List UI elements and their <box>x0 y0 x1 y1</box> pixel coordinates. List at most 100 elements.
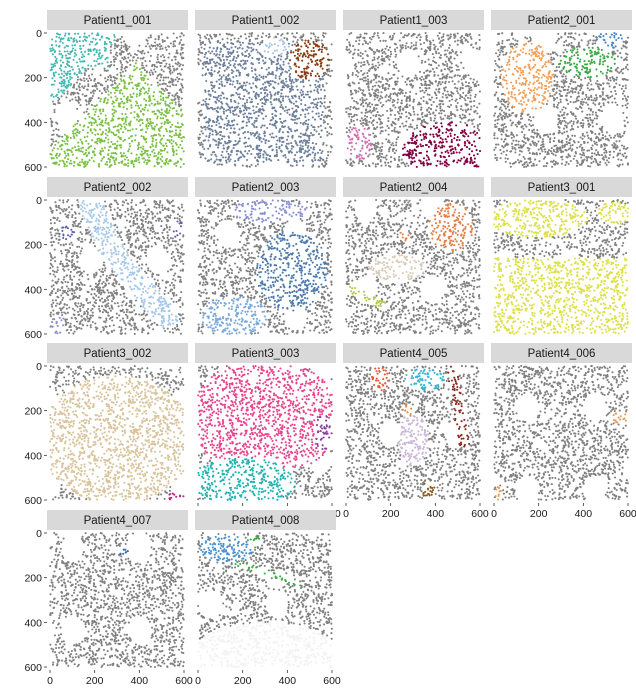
cell-point <box>76 78 79 81</box>
cell-point <box>293 129 297 132</box>
cell-point <box>148 156 151 159</box>
cell-point <box>106 101 109 104</box>
cell-point <box>237 54 240 57</box>
cell-point <box>574 81 577 84</box>
cell-point <box>128 99 131 102</box>
cell-point <box>275 49 279 52</box>
cell-point <box>222 112 226 115</box>
cell-point <box>287 62 290 65</box>
cell-point <box>445 165 448 168</box>
cell-point <box>409 90 412 94</box>
cell-point <box>422 157 426 160</box>
cell-point <box>325 82 328 85</box>
cell-point <box>95 42 98 45</box>
cell-point <box>244 150 247 153</box>
cell-point <box>350 152 353 155</box>
cell-point <box>552 89 555 93</box>
cell-point <box>314 159 317 162</box>
cell-point <box>140 87 143 91</box>
cell-point <box>379 158 382 162</box>
cell-point <box>117 44 120 47</box>
cell-point <box>374 115 377 118</box>
cell-point <box>436 84 439 87</box>
cell-point <box>425 34 428 37</box>
cell-point <box>279 117 282 120</box>
cell-point <box>412 110 415 113</box>
cell-point <box>534 63 537 66</box>
cell-point <box>229 109 232 112</box>
cell-point <box>309 58 312 61</box>
cell-point <box>102 110 105 113</box>
cell-point <box>405 42 408 45</box>
cell-point <box>142 137 146 140</box>
cell-point <box>199 59 202 62</box>
cell-point <box>454 148 457 151</box>
cell-point <box>58 82 61 85</box>
cell-point <box>390 124 394 127</box>
cell-point <box>120 68 123 71</box>
cell-point <box>215 80 218 83</box>
cell-point <box>225 81 229 84</box>
cell-point <box>290 147 293 150</box>
cell-point <box>156 74 159 77</box>
cell-point <box>293 110 296 113</box>
cell-point <box>230 51 233 54</box>
cell-point <box>351 71 354 75</box>
cell-point <box>71 47 75 50</box>
cell-point <box>94 64 97 67</box>
cell-point <box>371 103 374 106</box>
cell-point <box>220 137 224 140</box>
scatter-points <box>196 32 333 168</box>
cell-point <box>438 77 442 80</box>
cell-point <box>387 99 390 102</box>
cell-point <box>297 50 300 53</box>
cell-point <box>159 158 162 161</box>
cell-point <box>327 74 330 77</box>
cell-point <box>415 139 418 142</box>
cell-point <box>308 53 311 57</box>
cell-point <box>241 120 244 123</box>
cell-point <box>584 97 587 100</box>
cell-point <box>379 39 382 42</box>
cell-point <box>65 84 68 87</box>
cell-point <box>281 140 284 144</box>
cell-point <box>437 90 440 93</box>
cell-point <box>418 70 422 73</box>
cell-point <box>408 156 411 159</box>
cell-point <box>199 41 202 44</box>
cell-point <box>123 138 126 141</box>
cell-point <box>157 84 160 87</box>
cell-point <box>74 123 77 126</box>
cell-point <box>141 128 144 131</box>
cell-point <box>373 56 376 59</box>
cell-point <box>295 100 298 103</box>
cell-point <box>176 160 180 163</box>
cell-point <box>199 36 202 39</box>
cell-point <box>197 119 201 122</box>
cell-point <box>564 48 567 51</box>
cell-point <box>438 80 441 84</box>
cell-point <box>421 75 424 78</box>
cell-point <box>352 45 355 48</box>
cell-point <box>437 52 440 55</box>
cell-point <box>123 158 127 161</box>
cell-point <box>154 112 157 116</box>
cell-point <box>174 103 177 106</box>
cell-point <box>52 65 55 68</box>
cell-point <box>478 46 481 49</box>
cell-point <box>156 115 159 118</box>
cell-point <box>413 113 416 116</box>
cell-point <box>286 32 289 35</box>
cell-point <box>171 114 174 117</box>
cell-point <box>213 70 216 73</box>
cell-point <box>309 146 313 149</box>
cell-point <box>270 59 273 62</box>
cell-point <box>173 44 177 48</box>
cell-point <box>132 163 135 166</box>
cell-point <box>353 133 356 137</box>
cell-point <box>204 128 207 131</box>
cell-point <box>441 138 444 141</box>
cell-point <box>67 57 70 60</box>
cell-point <box>374 163 377 166</box>
cell-point <box>303 152 306 155</box>
